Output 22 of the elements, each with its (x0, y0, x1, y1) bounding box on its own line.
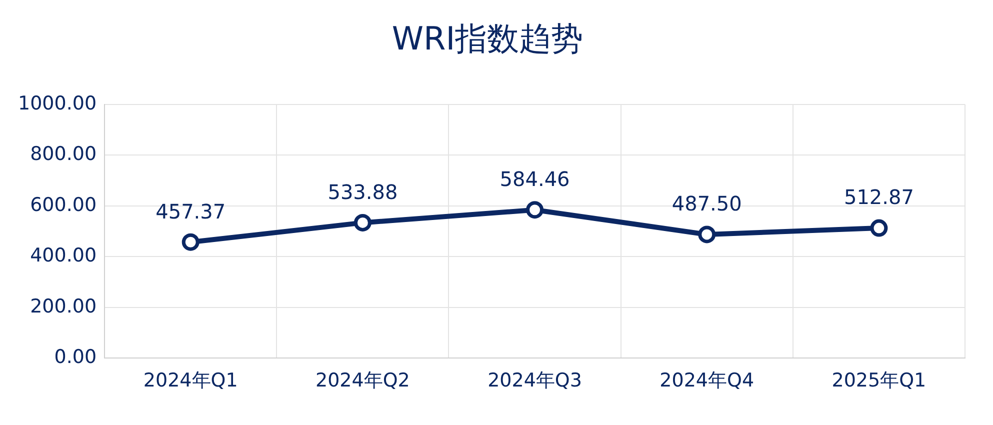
y-tick-label: 1000.00 (18, 92, 97, 114)
data-label: 533.88 (328, 180, 398, 204)
data-label: 584.46 (500, 167, 570, 192)
x-tick-label: 2024年Q3 (488, 370, 582, 392)
x-tick-label: 2024年Q1 (143, 370, 238, 392)
x-tick-label: 2024年Q4 (660, 370, 754, 392)
data-label: 512.87 (844, 185, 914, 210)
data-label: 457.37 (156, 199, 226, 224)
y-tick-label: 600.00 (30, 194, 97, 216)
point (182, 233, 200, 251)
point (870, 219, 888, 237)
y-tick-label: 0.00 (54, 346, 97, 368)
x-tick-label: 2024年Q2 (315, 370, 410, 392)
x-tick-label: 2025年Q1 (832, 370, 926, 392)
y-tick-label: 400.00 (30, 244, 97, 267)
y-tick-label: 800.00 (30, 143, 97, 166)
data-label: 487.50 (672, 192, 742, 216)
y-tick-label: 200.00 (30, 295, 97, 318)
point (698, 226, 716, 244)
point (354, 214, 372, 232)
point (526, 201, 544, 219)
chart-title: WRI指数趋势 (392, 20, 584, 58)
